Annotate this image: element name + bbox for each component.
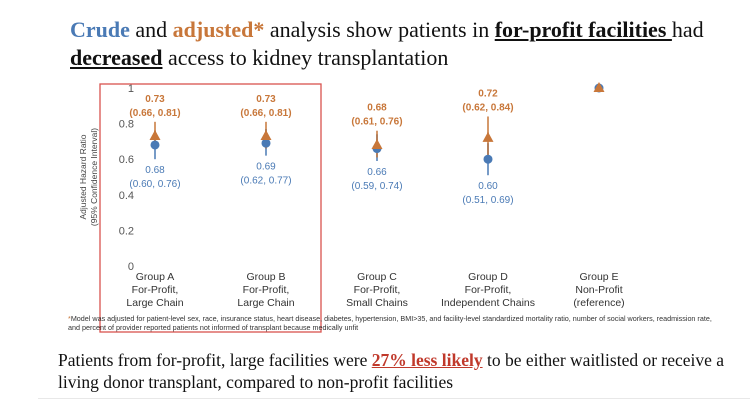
crude-data-label: 0.69: [256, 162, 276, 173]
category-label: Small Chains: [346, 297, 408, 309]
crude-data-label: (0.51, 0.69): [462, 195, 513, 206]
crude-point: [261, 138, 271, 148]
y-tick-label: 0: [128, 261, 134, 273]
category-label: Independent Chains: [441, 297, 535, 309]
title-mid: analysis show patients in: [264, 17, 495, 42]
category-label: Group B: [246, 271, 285, 283]
footnote: *Model was adjusted for patient-level se…: [68, 314, 718, 332]
category-label: For-Profit,: [354, 284, 401, 296]
title-crude: Crude: [70, 17, 130, 42]
adjusted-point: [149, 130, 161, 141]
adjusted-point: [260, 130, 272, 141]
adjusted-data-label: (0.66, 0.81): [240, 108, 291, 119]
title-had: had: [671, 17, 704, 42]
crude-data-label: (0.59, 0.74): [351, 181, 402, 192]
bottom-summary: Patients from for-profit, large faciliti…: [58, 349, 738, 393]
category-label: Large Chain: [237, 297, 294, 309]
adjusted-data-label: 0.73: [256, 94, 276, 105]
category-label: Group E: [579, 271, 618, 283]
slide-title: Crude and adjusted* analysis show patien…: [70, 16, 710, 72]
title-and: and: [129, 17, 173, 42]
category-label: Large Chain: [126, 297, 183, 309]
footnote-text: Model was adjusted for patient-level sex…: [68, 314, 712, 332]
adjusted-data-label: (0.61, 0.76): [351, 117, 402, 128]
y-tick-label: 0.6: [119, 154, 134, 166]
bottom-highlight: 27% less likely: [371, 350, 483, 370]
adjusted-data-label: 0.72: [478, 88, 498, 99]
y-tick-label: 0.8: [119, 119, 134, 131]
adjusted-point: [482, 131, 494, 142]
category-label: Group C: [357, 271, 397, 283]
crude-data-label: 0.68: [145, 165, 165, 176]
hazard-ratio-chart: Adjusted Hazard Ratio (95% Confidence Int…: [78, 82, 625, 333]
category-label: For-Profit,: [243, 284, 290, 296]
crude-point: [150, 140, 160, 150]
y-tick-label: 1: [128, 83, 134, 95]
adjusted-point: [371, 138, 383, 149]
bottom-pre: Patients from for-profit, large faciliti…: [58, 350, 372, 370]
y-tick-label: 0.2: [119, 225, 134, 237]
y-axis-title-line1: Adjusted Hazard Ratio: [78, 134, 88, 219]
adjusted-data-label: (0.66, 0.81): [129, 108, 180, 119]
category-label: (reference): [573, 297, 624, 309]
adjusted-data-label: 0.73: [145, 94, 165, 105]
title-forprofit: for-profit facilities: [494, 17, 672, 42]
adjusted-data-label: (0.62, 0.84): [462, 102, 513, 113]
category-label: Non-Profit: [575, 284, 622, 296]
adjusted-point: [593, 82, 605, 92]
category-label: For-Profit,: [132, 284, 179, 296]
y-tick-label: 0.4: [119, 190, 134, 202]
category-label: Group D: [468, 271, 508, 283]
adjusted-data-label: 0.68: [367, 103, 387, 114]
title-end: access to kidney transplantation: [162, 45, 449, 70]
title-adjusted: adjusted*: [172, 17, 265, 42]
category-label: Group A: [136, 271, 175, 283]
crude-point: [483, 154, 493, 164]
crude-data-label: (0.60, 0.76): [129, 179, 180, 190]
category-label: For-Profit,: [465, 284, 512, 296]
title-decreased: decreased: [70, 45, 163, 70]
footnote-star: *: [68, 314, 71, 323]
crude-data-label: (0.62, 0.77): [240, 176, 291, 187]
crude-data-label: 0.60: [478, 181, 498, 192]
crude-data-label: 0.66: [367, 167, 387, 178]
bottom-post: to be either waitlisted or receive a liv…: [58, 350, 725, 392]
y-axis-title-line2: (95% Confidence Interval): [89, 128, 99, 226]
slide-edge-divider: [38, 398, 750, 399]
highlight-box: [99, 83, 322, 333]
